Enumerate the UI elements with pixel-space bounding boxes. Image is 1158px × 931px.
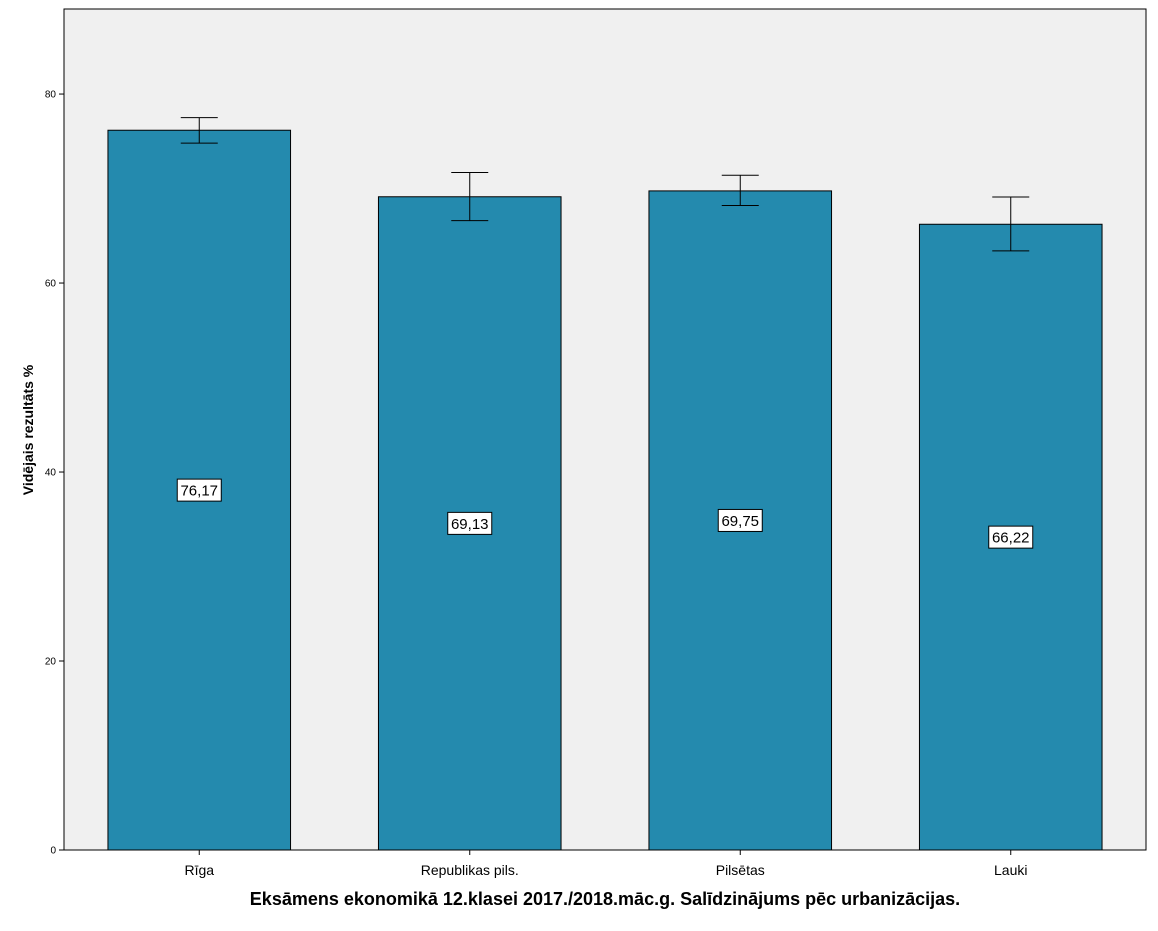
- x-tick-label: Pilsētas: [716, 862, 765, 878]
- data-label-box: [717, 508, 763, 532]
- y-tick-label: 60: [45, 279, 57, 290]
- y-tick-label: 0: [50, 846, 56, 857]
- y-tick-label: 20: [45, 657, 57, 668]
- data-label-box: [988, 525, 1034, 549]
- y-axis-ticks: 0 20 40 60 80: [45, 90, 64, 857]
- x-tick-label: Republikas pils.: [421, 862, 519, 878]
- y-axis-title: Vidējais rezultāts %: [20, 364, 36, 495]
- bars-group: [107, 129, 1103, 851]
- data-labels-group: 76,17 69,13 69,75 66,22: [176, 478, 1034, 549]
- x-tick-label: Rīga: [184, 862, 214, 878]
- data-label: 66,22: [992, 530, 1030, 547]
- x-axis-ticks: Rīga Republikas pils. Pilsētas Lauki: [184, 850, 1027, 878]
- data-label: 69,13: [451, 516, 489, 533]
- x-tick-label: Lauki: [994, 862, 1027, 878]
- data-label: 69,75: [721, 513, 759, 530]
- y-tick-label: 40: [45, 468, 57, 479]
- data-label-box: [447, 511, 493, 535]
- x-axis-title: Eksāmens ekonomikā 12.klasei 2017./2018.…: [250, 889, 960, 909]
- data-label-box: [176, 478, 222, 502]
- error-bars-group: [180, 117, 1030, 252]
- y-tick-label: 80: [45, 90, 57, 101]
- data-label: 76,17: [180, 483, 218, 500]
